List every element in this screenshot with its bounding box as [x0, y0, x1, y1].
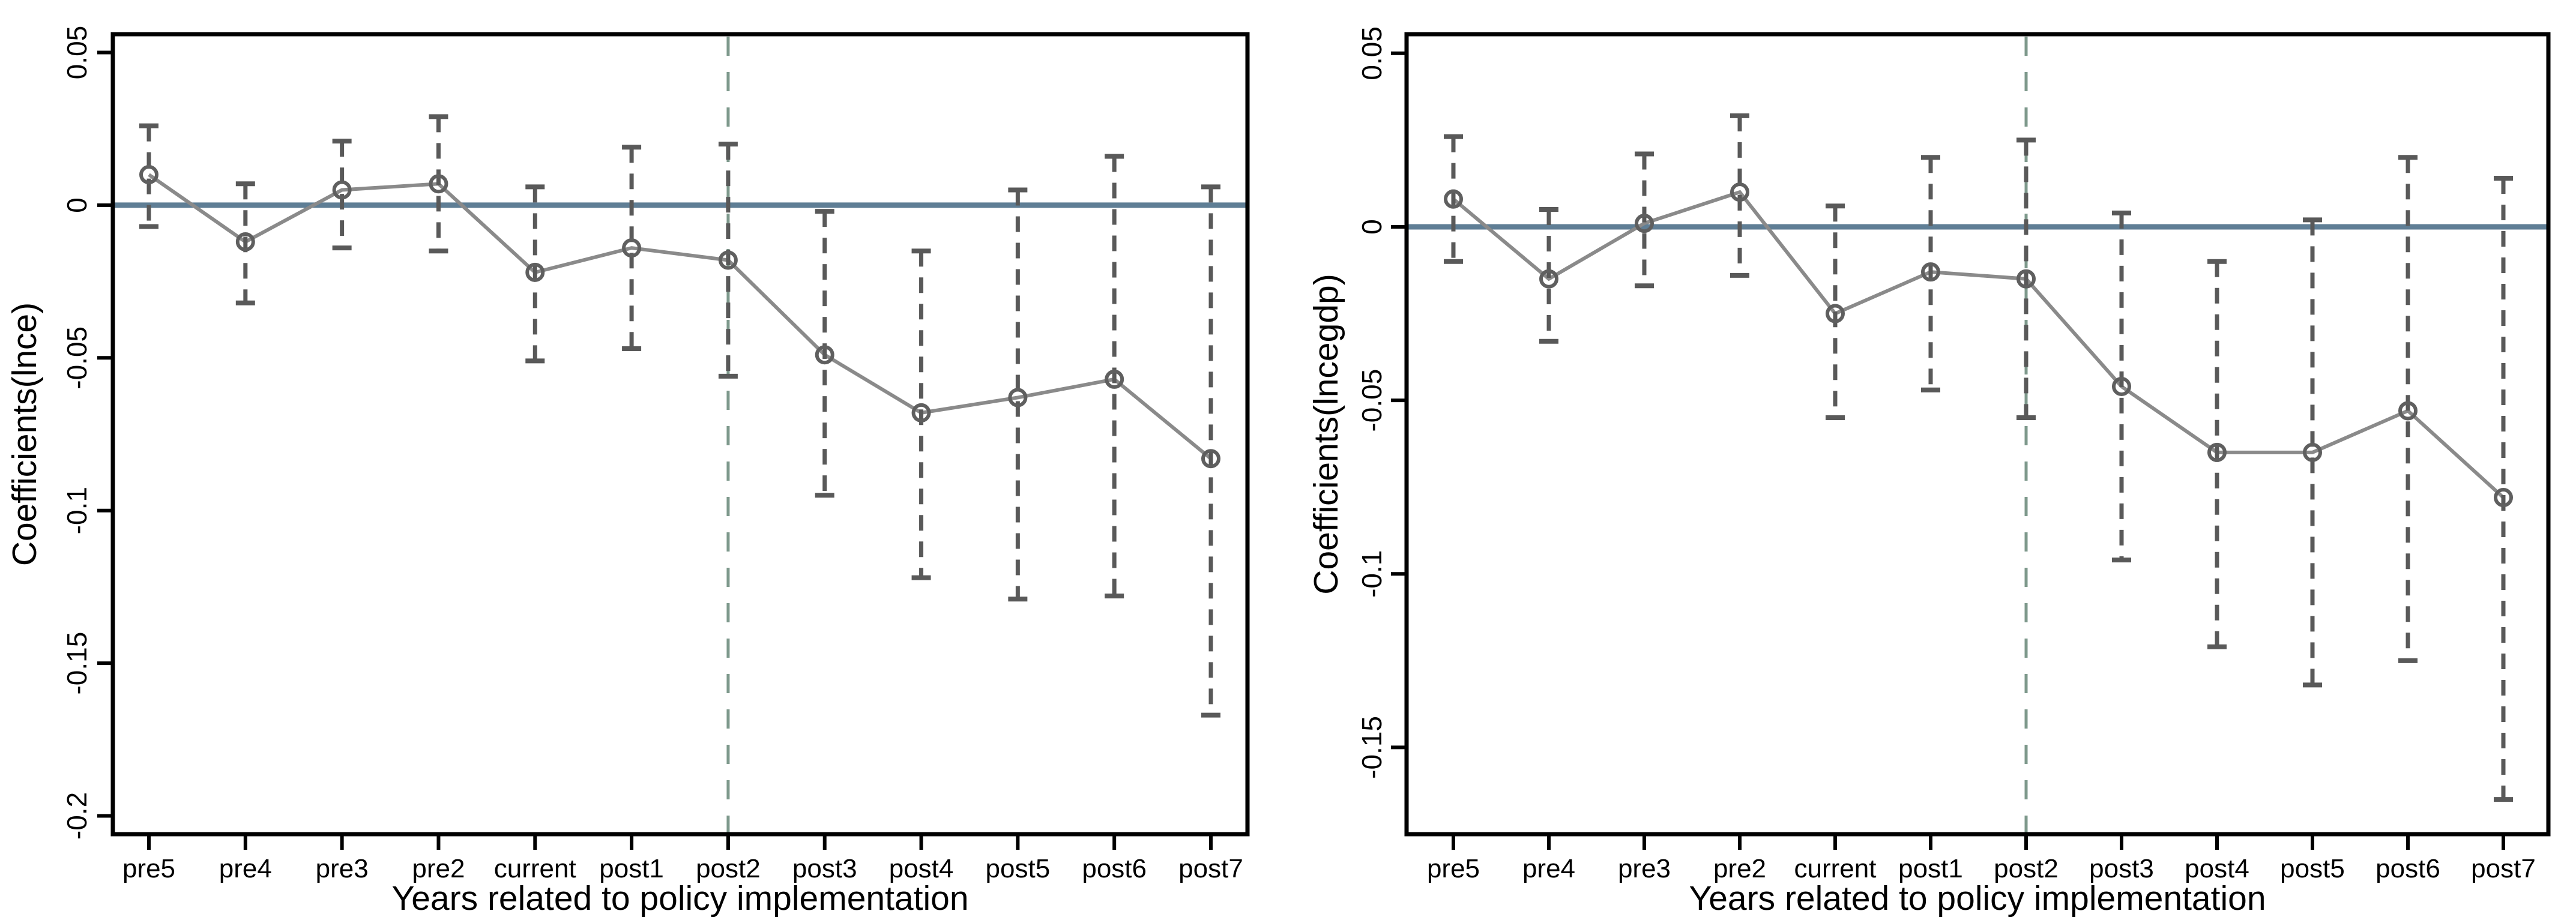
x-axis-tick-label: current: [1794, 854, 1877, 883]
coefficient-series-line: [148, 173, 1212, 460]
data-point-marker: [815, 345, 834, 365]
data-point-marker: [1201, 449, 1220, 469]
y-axis-tick-label: 0: [1356, 219, 1387, 235]
x-axis-tick-label: post6: [1082, 854, 1147, 883]
data-point-marker: [2016, 269, 2036, 289]
x-axis-tick-label: pre5: [122, 854, 175, 883]
x-axis-tick-label: post5: [986, 854, 1051, 883]
x-axis-tick-label: pre4: [1522, 854, 1575, 883]
data-point-marker: [235, 232, 255, 251]
data-point-marker: [911, 403, 931, 422]
y-axis-tick-label: -0.05: [61, 326, 92, 389]
y-axis-title: Coefficients(lncegdp): [1307, 274, 1345, 594]
y-axis-title: Coefficients(lnce): [5, 302, 44, 566]
x-axis-tick-label: post5: [2280, 854, 2345, 883]
x-axis-tick-label: post1: [599, 854, 664, 883]
x-axis-tick-label: post3: [2089, 854, 2154, 883]
x-axis-tick-label: current: [494, 854, 576, 883]
x-axis-tick-label: post4: [2185, 854, 2249, 883]
y-axis-tick-label: 0.05: [61, 26, 92, 80]
data-point-marker: [2494, 488, 2513, 508]
data-point-marker: [1008, 388, 1028, 407]
x-axis-tick-label: post3: [792, 854, 857, 883]
x-axis-tick-label: pre2: [1713, 854, 1766, 883]
x-axis-tick-label: post2: [696, 854, 761, 883]
x-axis-tick-label: post2: [1994, 854, 2059, 883]
x-axis-tick-label: pre5: [1427, 854, 1480, 883]
coefficient-series-line: [1452, 190, 2505, 499]
y-axis-tick-label: -0.2: [61, 792, 92, 840]
x-axis-tick-label: post4: [889, 854, 954, 883]
y-axis-tick-label: -0.1: [1356, 550, 1387, 598]
y-axis-tick-label: -0.1: [61, 487, 92, 534]
data-point-marker: [1539, 269, 1558, 289]
x-axis-title: Years related to policy implementation: [391, 879, 968, 918]
data-point-marker: [1730, 182, 1749, 202]
x-axis-tick-label: pre4: [219, 854, 272, 883]
x-axis-tick-label: post1: [1898, 854, 1963, 883]
data-point-marker: [1635, 214, 1654, 233]
data-point-marker: [2112, 376, 2131, 396]
plot-frame: [1404, 32, 2551, 837]
y-axis-tick-label: 0.05: [1356, 26, 1387, 80]
data-point-marker: [2398, 401, 2418, 421]
data-point-marker: [1105, 369, 1124, 389]
data-point-marker: [622, 238, 642, 258]
y-axis-tick-label: -0.15: [61, 632, 92, 695]
data-point-marker: [718, 250, 738, 270]
chart-coefficients-lncegdp: 0.05 0 -0.05 -0.1 -0.15 pre5 pre4 pre3 pre2 curre…: [1307, 26, 2551, 918]
data-point-marker: [1826, 304, 1845, 323]
data-point-marker: [2303, 442, 2322, 462]
y-axis-tick-label: -0.15: [1356, 716, 1387, 779]
x-axis-title: Years related to policy implementation: [1689, 879, 2266, 918]
x-axis-tick-label: pre3: [316, 854, 369, 883]
x-axis-tick-label: pre2: [412, 854, 465, 883]
y-axis-tick-label: -0.05: [1356, 369, 1387, 432]
chart-coefficients-lnce: 0.05 0 -0.05 -0.1 -0.15 -0.2 pre5 pre4 pre3 pre2 c…: [5, 26, 1250, 918]
y-axis-tick-label: 0: [61, 197, 92, 213]
data-point-marker: [429, 174, 448, 194]
x-axis-tick-label: post7: [2471, 854, 2536, 883]
x-axis-tick-label: pre3: [1618, 854, 1671, 883]
data-point-marker: [1921, 262, 1940, 282]
data-point-marker: [525, 262, 545, 282]
x-axis-tick-label: post7: [1178, 854, 1243, 883]
plot-frame: [110, 32, 1250, 837]
data-point-marker: [139, 165, 158, 185]
data-point-marker: [332, 180, 352, 200]
data-point-marker: [1444, 189, 1463, 209]
data-point-marker: [2207, 442, 2227, 462]
x-axis-tick-label: post6: [2375, 854, 2440, 883]
